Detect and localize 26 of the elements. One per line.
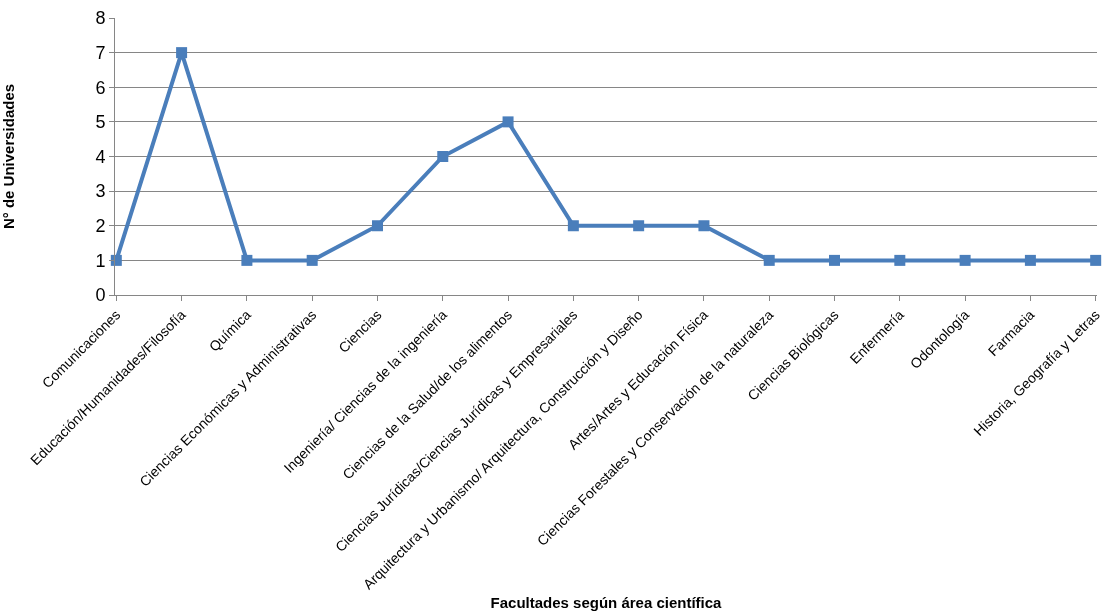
y-tick-label: 8	[95, 8, 106, 29]
point	[176, 47, 188, 59]
point	[1024, 254, 1036, 266]
y-tick-label: 7	[95, 42, 106, 63]
point	[437, 151, 449, 162]
point	[567, 220, 579, 232]
point	[502, 116, 514, 128]
y-tick-label: 1	[95, 250, 106, 271]
y-tick-label: 0	[95, 285, 106, 306]
y-tick-label: 2	[95, 216, 106, 237]
point	[633, 220, 645, 232]
x-axis-title: Facultades según área científica	[490, 594, 723, 612]
y-tick-label: 5	[95, 112, 106, 133]
point	[1090, 254, 1102, 266]
y-tick-label: 6	[95, 77, 106, 98]
point	[763, 254, 775, 266]
point	[959, 254, 971, 266]
y-axis-title: N° de Universidades	[0, 83, 17, 230]
y-tick-label: 4	[95, 146, 106, 167]
point	[371, 220, 383, 232]
y-tick-label: 3	[95, 181, 106, 202]
point	[894, 254, 906, 266]
point	[306, 254, 318, 266]
point	[829, 254, 841, 266]
point	[241, 254, 253, 266]
point	[698, 220, 710, 232]
